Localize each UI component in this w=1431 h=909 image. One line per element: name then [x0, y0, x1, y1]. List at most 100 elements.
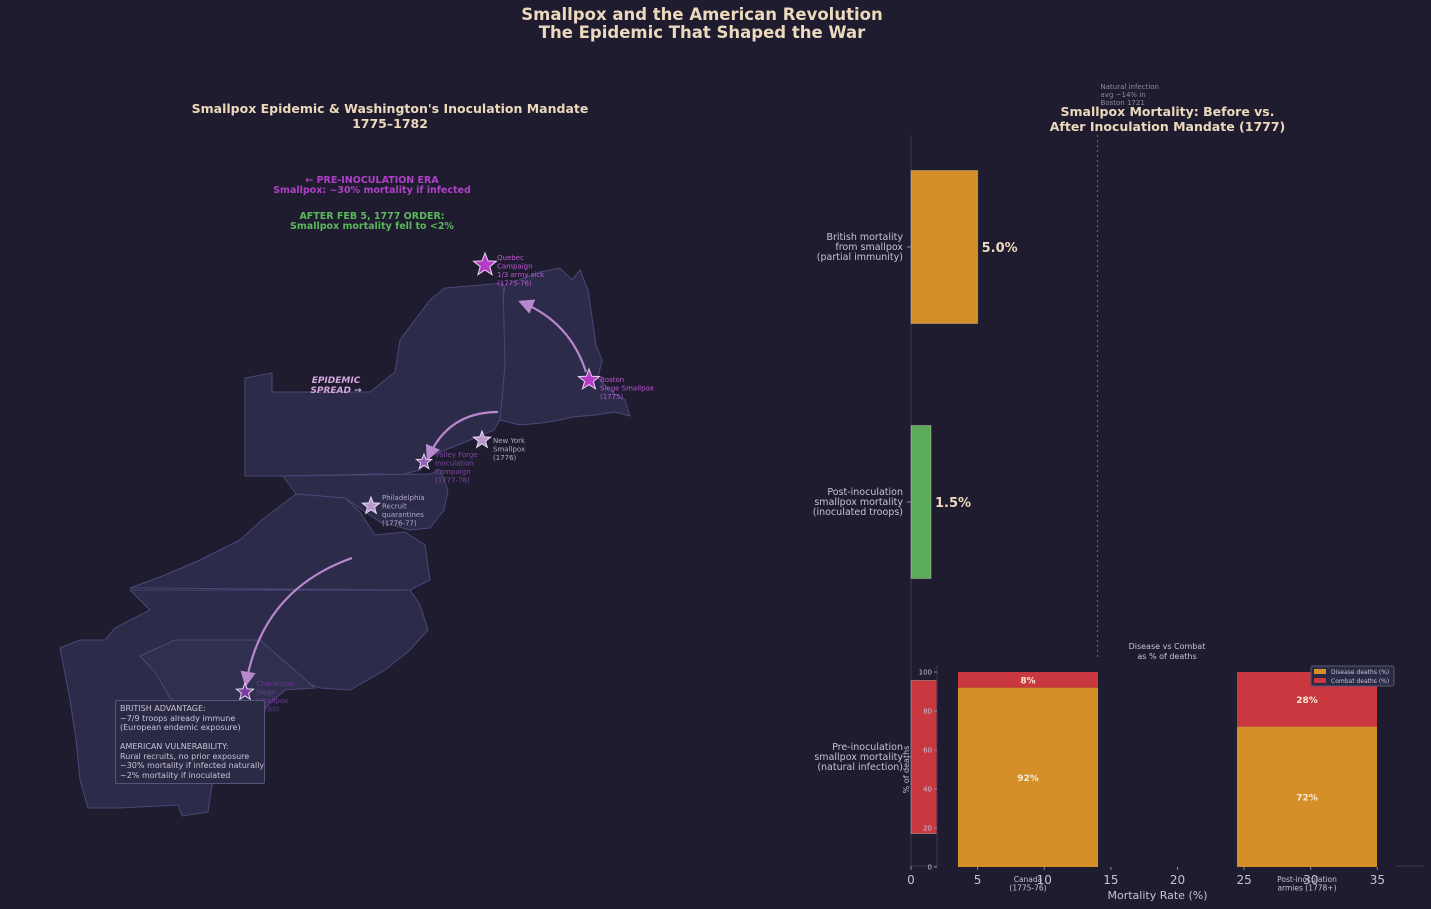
philadelphia-label: Philadelphia	[382, 494, 425, 502]
bar-value-label-1: 1.5%	[935, 496, 971, 511]
quebec-label: Quebec	[497, 254, 524, 262]
bar-category-label-2: from smallpox	[835, 242, 903, 253]
valley-forge-label: Valley Forge	[435, 451, 478, 459]
bar-1	[910, 425, 932, 579]
bar-xlabel: Mortality Rate (%)	[1108, 889, 1208, 902]
inset-bar-0-1	[958, 672, 1098, 688]
quebec-label: 1/3 army sick	[497, 271, 545, 279]
bar-category-label-1: smallpox mortality	[814, 497, 903, 508]
inset-legend: Disease deaths (%) Combat deaths (%)	[1310, 665, 1395, 687]
bar-xtick-label: 15	[1103, 873, 1118, 887]
inset-ytick-label: 40	[923, 786, 932, 794]
inset-category-label-0: Canada	[1014, 875, 1043, 884]
region-new-york	[244, 282, 506, 477]
valley-forge-label: (1777-78)	[435, 477, 470, 485]
quebec-label: Campaign	[497, 263, 533, 271]
bar-chart-title: Smallpox Mortality: Before vs. After Ino…	[1015, 104, 1320, 134]
arrow-to-charleston	[240, 556, 353, 688]
spread-label-line1: EPIDEMIC	[312, 376, 361, 386]
bar-category-label-1: (inoculated troops)	[813, 507, 903, 518]
region-new-england	[494, 267, 631, 426]
reference-line-label: Natural infection	[1101, 83, 1159, 91]
region-mid-atlantic	[129, 493, 431, 591]
new-york-star-icon	[472, 429, 492, 449]
philadelphia-label: Recruit	[382, 503, 407, 511]
suptitle-line1: Smallpox and the American Revolution	[521, 5, 883, 24]
pre-era-line1: ← PRE-INOCULATION ERA	[305, 175, 439, 186]
inset-bar-label-0-1: 8%	[1020, 676, 1035, 686]
post-era-line1: AFTER FEB 5, 1777 ORDER:	[299, 211, 444, 222]
bar-xtick-label: 0	[907, 873, 915, 887]
inset-title-line1: Disease vs Combat	[1129, 642, 1206, 651]
new-york-label: Smallpox	[493, 446, 525, 454]
bar-chart-title-line1: Smallpox Mortality: Before vs.	[1060, 104, 1275, 119]
inset-legend-box	[1310, 665, 1395, 687]
inset-ytick-label: 100	[919, 669, 932, 677]
philadelphia-star-icon	[361, 495, 381, 515]
inset-category-label-0: (1775-76)	[1009, 884, 1046, 893]
inset-bar-1-0	[1237, 726, 1377, 867]
inset-title-line2: as % of deaths	[1137, 652, 1196, 661]
map-title-line1: Smallpox Epidemic & Washington's Inocula…	[191, 101, 589, 116]
philadelphia-label: quarantines	[382, 511, 424, 519]
arrow-ny-to-valley-forge	[425, 410, 499, 461]
map-title-line2: 1775–1782	[352, 116, 428, 131]
inset-category-label-1: armies (1778+)	[1277, 884, 1336, 893]
quebec-star-icon	[472, 251, 498, 276]
inset-bar-0-0	[958, 687, 1098, 867]
bar-chart-title-line2: After Inoculation Mandate (1777)	[1049, 119, 1286, 134]
inset-ytick-label: 60	[923, 747, 932, 755]
new-york-label: New York	[493, 437, 526, 445]
reference-line-label: Boston 1721	[1101, 99, 1145, 107]
inset-category-label-1: Post-inoculation	[1277, 875, 1337, 884]
charleston-label: Smallpox	[256, 697, 288, 705]
inset-legend-swatch	[1314, 678, 1326, 683]
bar-category-label-0: (natural infection)	[817, 762, 903, 773]
vulnerability-note: BRITISH ADVANTAGE: ~7/9 troops already i…	[115, 700, 265, 784]
charleston-label: (1780)	[256, 706, 280, 714]
charleston-star-icon	[235, 681, 255, 701]
inset-legend-swatch	[1314, 669, 1326, 674]
inset-bar-label-1-1: 28%	[1296, 696, 1318, 706]
spread-label-line2: SPREAD →	[310, 386, 362, 396]
suptitle: Smallpox and the American Revolution The…	[0, 6, 1404, 42]
boston-star-icon	[577, 367, 601, 391]
bar-xtick-label: 30	[1303, 873, 1318, 887]
boston-label: (1775)	[600, 393, 624, 401]
boston-label: Boston	[600, 376, 624, 384]
inset-ytick-label: 0	[928, 864, 932, 872]
bar-category-label-0: Pre-inoculation	[832, 742, 903, 753]
inset-ytick-label: 80	[923, 708, 932, 716]
bar-xtick-label: 25	[1236, 873, 1251, 887]
inset-bar-label-0-0: 92%	[1017, 774, 1039, 784]
post-era-line2: Smallpox mortality fell to <2%	[290, 221, 454, 232]
boston-label: Siege Smallpox	[600, 385, 654, 393]
bar-value-label-2: 5.0%	[982, 241, 1018, 256]
bar-category-label-0: smallpox mortality	[814, 752, 903, 763]
charleston-label: Siege	[256, 689, 275, 697]
inset-legend-label: Disease deaths (%)	[1331, 669, 1389, 676]
inset-legend-label: Combat deaths (%)	[1331, 678, 1389, 685]
bar-xtick-label: 5	[974, 873, 982, 887]
reference-line-label: avg ~14% in	[1101, 91, 1146, 99]
valley-forge-label: Inoculation	[435, 460, 474, 468]
new-york-label: (1776)	[493, 454, 517, 462]
bar-xtick-label: 20	[1170, 873, 1185, 887]
pre-era-line2: Smallpox: ~30% mortality if infected	[273, 185, 471, 196]
map-annotations: ← PRE-INOCULATION ERA Smallpox: ~30% mor…	[273, 175, 471, 396]
arrow-boston-to-quebec	[518, 299, 588, 373]
bar-2	[910, 170, 979, 324]
quebec-label: (1775-76)	[497, 280, 532, 288]
suptitle-line2: The Epidemic That Shaped the War	[538, 23, 866, 42]
map-title: Smallpox Epidemic & Washington's Inocula…	[150, 101, 630, 131]
inset-ytick-label: 20	[923, 825, 932, 833]
